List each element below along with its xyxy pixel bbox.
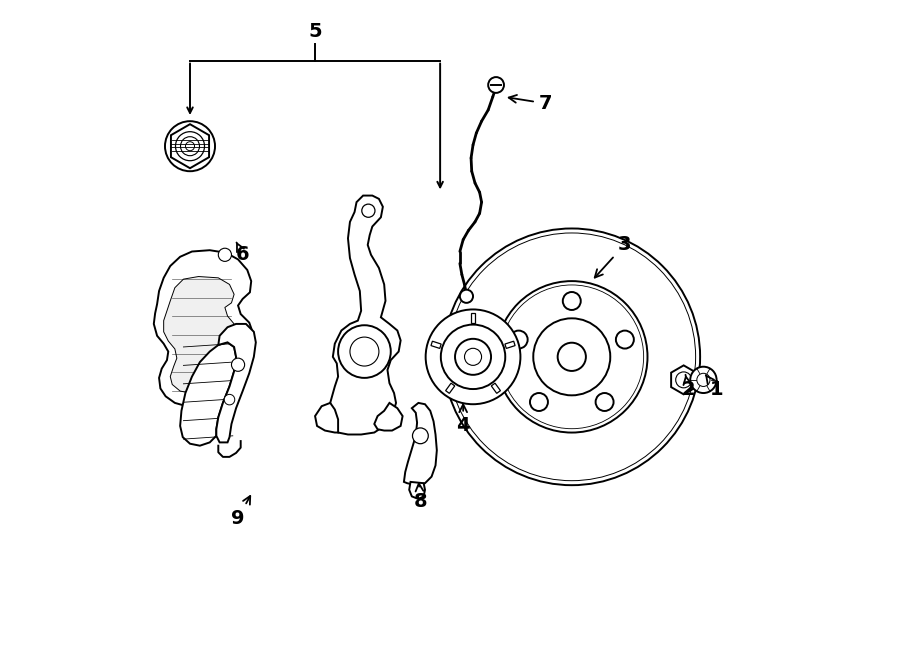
Circle shape (181, 137, 200, 156)
Polygon shape (216, 324, 256, 442)
Polygon shape (431, 341, 441, 348)
Polygon shape (404, 403, 436, 485)
Circle shape (444, 229, 700, 485)
Polygon shape (180, 342, 236, 446)
Circle shape (534, 319, 610, 395)
Polygon shape (154, 251, 253, 407)
Text: 5: 5 (309, 22, 322, 40)
Circle shape (412, 428, 428, 444)
Circle shape (496, 281, 647, 432)
Circle shape (488, 77, 504, 93)
Circle shape (185, 141, 194, 151)
Circle shape (530, 393, 548, 411)
Circle shape (509, 330, 527, 348)
Polygon shape (315, 403, 338, 432)
Text: 9: 9 (231, 496, 250, 527)
Polygon shape (505, 341, 515, 348)
Polygon shape (374, 403, 402, 430)
Text: 8: 8 (414, 483, 427, 511)
Polygon shape (446, 383, 454, 393)
Circle shape (223, 393, 236, 406)
Circle shape (338, 325, 391, 378)
Circle shape (676, 372, 691, 388)
Text: 1: 1 (706, 375, 724, 399)
Circle shape (562, 292, 580, 310)
Circle shape (224, 395, 235, 405)
Polygon shape (471, 313, 475, 323)
Circle shape (176, 132, 204, 161)
Circle shape (165, 121, 215, 171)
Circle shape (616, 330, 634, 348)
Polygon shape (330, 196, 400, 434)
Circle shape (464, 348, 482, 366)
Text: 3: 3 (595, 235, 631, 278)
Circle shape (350, 337, 379, 366)
Circle shape (219, 249, 231, 261)
Circle shape (500, 285, 644, 429)
Circle shape (596, 393, 614, 411)
Circle shape (448, 233, 696, 481)
Text: 2: 2 (681, 375, 695, 399)
Ellipse shape (588, 356, 602, 366)
Polygon shape (164, 276, 236, 393)
Polygon shape (410, 482, 425, 499)
Circle shape (697, 373, 710, 387)
Circle shape (231, 358, 245, 371)
Text: 4: 4 (456, 405, 470, 436)
Text: 6: 6 (236, 243, 249, 264)
Circle shape (558, 342, 586, 371)
Polygon shape (171, 124, 209, 168)
Polygon shape (491, 383, 500, 393)
Circle shape (455, 339, 491, 375)
Text: 7: 7 (508, 94, 553, 113)
Polygon shape (671, 366, 697, 395)
Circle shape (441, 325, 505, 389)
Circle shape (362, 204, 375, 217)
Circle shape (690, 367, 716, 393)
Circle shape (426, 309, 520, 405)
Circle shape (460, 290, 473, 303)
